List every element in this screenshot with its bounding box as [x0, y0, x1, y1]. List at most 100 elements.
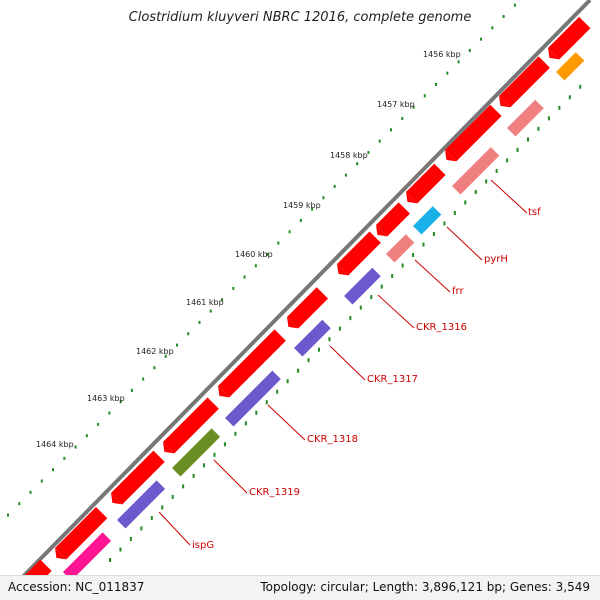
tick-dot	[356, 162, 359, 166]
tick-dot	[277, 241, 280, 245]
inner-tick	[516, 147, 519, 152]
outer-gene-arrow	[287, 317, 299, 329]
tick-dot	[164, 354, 167, 358]
gene-label-ispg: ispG	[192, 540, 214, 551]
outer-gene-body	[110, 450, 165, 505]
gene-label-ckr_1318: CKR_1318	[307, 434, 358, 445]
kbp-tick-label: 1458 kbp	[330, 151, 368, 160]
inner-tick	[234, 431, 237, 436]
inner-tick	[213, 452, 216, 457]
outer-gene-body	[55, 506, 108, 560]
genome-summary-text: Topology: circular; Length: 3,896,121 bp…	[260, 580, 590, 594]
tick-dot-track	[7, 3, 516, 517]
kbp-tick-label: 1462 kbp	[136, 347, 174, 356]
outer-gene	[548, 16, 591, 60]
tick-dot	[288, 230, 291, 234]
tick-dot	[119, 400, 122, 404]
tick-dot	[7, 513, 9, 517]
tick-dot	[142, 377, 145, 381]
inner-tick	[359, 305, 362, 310]
tick-dot	[412, 105, 415, 109]
inner-tick	[391, 274, 394, 279]
tick-dot	[513, 3, 516, 7]
inner-gene	[413, 206, 442, 235]
inner-tick	[328, 337, 331, 342]
genome-backbone	[20, 0, 592, 576]
gene-label-ckr_1319: CKR_1319	[249, 487, 300, 498]
outer-gene	[110, 450, 165, 505]
kbp-tick-label: 1459 kbp	[283, 201, 321, 210]
tick-dot	[130, 388, 133, 392]
inner-tick	[223, 442, 226, 447]
gene-leader-line	[446, 226, 483, 261]
gene-labels: tsf pyrH frr CKR_1316 CKR_1317 CKR_1318 CKR_13…	[158, 179, 541, 551]
inner-gene-body	[507, 99, 544, 137]
tick-dot	[311, 207, 314, 211]
tick-dot	[266, 252, 269, 256]
tick-dot	[502, 14, 505, 18]
inner-tick	[265, 400, 268, 405]
tick-dot	[299, 218, 302, 222]
inner-gene	[507, 99, 544, 137]
outer-gene-body	[163, 397, 219, 454]
tick-dot	[401, 116, 404, 120]
outer-strand-features	[5, 16, 591, 576]
outer-gene-arrow	[55, 548, 67, 560]
outer-gene	[55, 506, 108, 560]
outer-gene-body	[5, 559, 52, 576]
gene-leader-line	[213, 459, 248, 494]
inner-tick	[443, 221, 446, 226]
genome-map[interactable]: 1456 kbp 1457 kbp 1458 kbp 1459 kbp 1460 kbp…	[0, 0, 600, 576]
inner-tick	[537, 126, 540, 131]
tick-dot	[175, 343, 178, 347]
tick-dot	[389, 128, 392, 132]
gene-label-frr: frr	[452, 286, 464, 297]
inner-tick	[203, 463, 206, 468]
inner-gene-body	[117, 480, 166, 529]
outer-gene-body	[337, 231, 381, 276]
inner-strand-features	[62, 52, 585, 576]
outer-gene-body	[376, 202, 410, 237]
inner-tick	[401, 263, 404, 268]
inner-gene-body	[413, 206, 442, 235]
inner-tick	[558, 105, 561, 110]
tick-dot	[480, 37, 483, 41]
tick-dot	[108, 411, 111, 415]
inner-gene-body	[556, 52, 585, 81]
tick-dot	[187, 332, 190, 336]
inner-gene	[344, 267, 381, 305]
inner-gene-body	[172, 428, 221, 477]
outer-gene	[406, 163, 446, 204]
inner-gene-body	[344, 267, 381, 305]
inner-tick	[485, 179, 488, 184]
inner-tick	[161, 505, 164, 510]
outer-gene	[445, 104, 502, 162]
tick-dot	[221, 298, 224, 302]
inner-tick	[276, 389, 279, 394]
tick-dot	[232, 286, 235, 290]
inner-gene-body	[225, 370, 281, 427]
outer-gene	[376, 202, 410, 237]
outer-gene-body	[499, 56, 550, 108]
inner-tick	[370, 295, 373, 300]
outer-gene	[287, 287, 329, 329]
inner-tick	[109, 558, 111, 562]
tick-dot	[29, 490, 32, 494]
inner-tick	[474, 189, 477, 194]
inner-tick	[432, 232, 435, 237]
inner-gene	[172, 428, 221, 477]
inner-tick	[547, 116, 550, 121]
outer-gene-arrow	[163, 442, 175, 454]
tick-dot	[491, 26, 494, 30]
kbp-tick-label: 1457 kbp	[377, 100, 415, 109]
tick-dot	[367, 150, 370, 154]
tick-dot	[254, 264, 257, 268]
inner-tick	[192, 473, 195, 478]
tick-dot	[446, 71, 449, 75]
inner-tick-track	[109, 84, 582, 562]
outer-gene	[499, 56, 550, 108]
tick-dot	[18, 502, 21, 506]
gene-leader-line	[414, 259, 451, 293]
tick-dot	[344, 173, 347, 177]
gene-leader-line	[158, 511, 191, 546]
